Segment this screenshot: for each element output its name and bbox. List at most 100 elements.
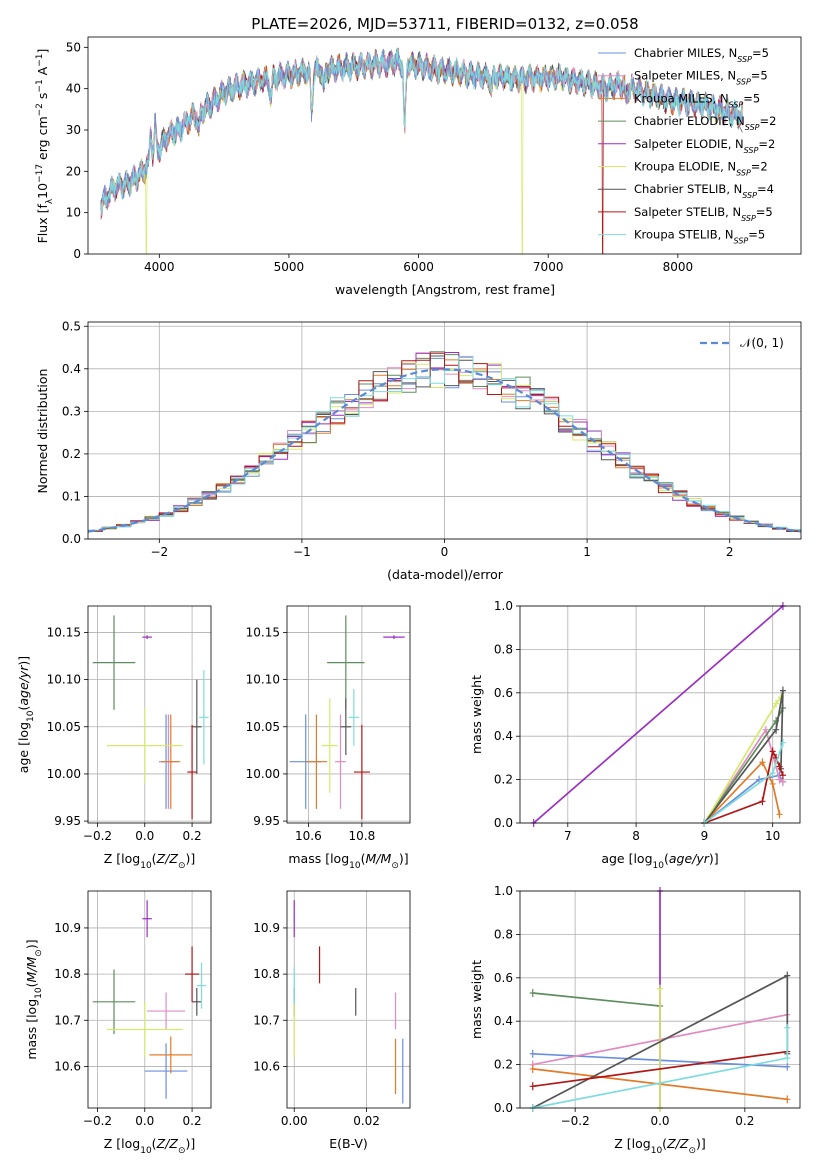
data-point xyxy=(759,797,766,806)
y-tick-label: 1.0 xyxy=(494,884,513,898)
x-tick-label: 0.0 xyxy=(135,829,154,843)
x-tick-label: −1 xyxy=(293,545,311,559)
label-part: )] xyxy=(16,656,31,666)
label-part: −2 xyxy=(35,103,45,116)
series-line xyxy=(533,605,784,824)
axes-frame xyxy=(519,605,801,824)
series-kroupa-stelib xyxy=(701,738,786,827)
legend-label-salpeter-elodie: Salpeter ELODIE, NSSP=2 xyxy=(634,137,775,155)
label-part: / xyxy=(24,966,39,973)
axes-frame xyxy=(286,605,411,824)
label-part: −17 xyxy=(35,164,45,183)
y-tick-label: 0.8 xyxy=(494,927,513,941)
x-axis-label: wavelength [Angstrom, rest frame] xyxy=(335,282,555,297)
legend-subscript: SSP xyxy=(742,191,757,200)
legend-count: =4 xyxy=(757,182,774,196)
x-tick-label: −0.2 xyxy=(83,829,112,843)
label-part: / xyxy=(16,676,31,683)
y-tick-label: 0.2 xyxy=(62,447,81,461)
y-tick-label: 0.8 xyxy=(494,642,513,656)
y-tick-label: 0.4 xyxy=(494,729,513,743)
errorbar-kroupa-stelib xyxy=(348,689,360,746)
label-part: Z xyxy=(168,1136,178,1151)
errorbar-kroupa-miles xyxy=(149,1036,193,1074)
label-part: 10 xyxy=(35,183,50,199)
legend-label-chabrier-stelib: Chabrier STELIB, NSSP=4 xyxy=(634,182,774,200)
data-point xyxy=(769,769,776,778)
errorbar-chabrier-stelib xyxy=(340,698,352,756)
errorbar-salpeter-elodie xyxy=(142,900,152,938)
label-part: Z xyxy=(666,1136,676,1151)
y-tick-label: 10.9 xyxy=(54,921,81,935)
axes-frame xyxy=(87,321,802,540)
y-tick-label: 10.10 xyxy=(47,673,81,687)
plot-area xyxy=(529,887,791,1112)
label-part: age xyxy=(669,851,693,866)
x-axis-label: Z [log10(Z/Z⊙)] xyxy=(104,851,196,871)
y-tick-label: 0.6 xyxy=(494,686,513,700)
legend-subscript: SSP xyxy=(745,123,760,132)
label-part: ( xyxy=(664,851,669,866)
grid xyxy=(520,605,800,824)
axes-frame xyxy=(519,890,801,1109)
x-tick-label: 4000 xyxy=(144,260,175,274)
y-tick-label: 0.2 xyxy=(494,1058,513,1072)
y-tick-label: 0 xyxy=(73,247,81,261)
label-part: Z xyxy=(679,1136,689,1151)
y-tick-label: 10.15 xyxy=(47,625,81,639)
data-point xyxy=(779,771,786,780)
data-point xyxy=(784,1023,791,1032)
legend-label-chabrier-miles: Chabrier MILES, NSSP=5 xyxy=(634,46,769,64)
errorbar-kroupa-miles xyxy=(305,714,328,809)
x-tick-label: 0 xyxy=(441,545,449,559)
label-part: Z xyxy=(168,851,178,866)
label-part: 10 xyxy=(651,1146,663,1156)
label-part: ⊙ xyxy=(391,861,399,871)
axes-frame xyxy=(286,890,411,1109)
label-part: 10 xyxy=(653,861,665,871)
ticks: −0.2 0.0 0.2 9.95 10.00 10.05 10.10 10.15 xyxy=(47,625,202,843)
label-part: Z [log xyxy=(104,1136,140,1151)
errorbar-salpeter-stelib xyxy=(184,946,200,1002)
legend-label-salpeter-miles: Salpeter MILES, NSSP=5 xyxy=(634,69,768,87)
y-tick-label: 10.8 xyxy=(253,967,280,981)
data-point xyxy=(759,758,766,767)
series-line xyxy=(532,1050,788,1088)
y-tick-label: 9.95 xyxy=(54,814,81,828)
y-tick-label: 30 xyxy=(66,123,81,137)
x-tick-label: 0.2 xyxy=(183,829,202,843)
y-axis-label: mass weight xyxy=(469,675,484,754)
series-line xyxy=(703,696,782,824)
x-axis-label: Z [log10(Z/Z⊙)] xyxy=(614,1136,706,1156)
legend-label-normal: 𝒩(0, 1) xyxy=(740,336,784,350)
label-part: yr xyxy=(695,851,709,866)
mass-vs-metallicity-panel: −0.2 0.0 0.210.610.710.810.9Z [log10(Z/Z⊙)… xyxy=(24,890,212,1156)
label-part: 10 xyxy=(34,987,44,999)
spectrum-legend: Chabrier MILES, NSSP=5 Salpeter MILES, NS… xyxy=(598,46,776,245)
legend-subscript: SSP xyxy=(741,213,756,222)
y-tick-label: 0.4 xyxy=(494,1014,513,1028)
axes-frame xyxy=(87,36,802,255)
ticks: 4000 5000 6000 7000 8000 0 10 20 30 40 50 xyxy=(66,40,693,274)
label-part: )] xyxy=(399,851,409,866)
x-tick-label: 9 xyxy=(701,829,709,843)
legend-subscript: SSP xyxy=(729,100,744,109)
data-point xyxy=(529,1082,536,1091)
x-tick-label: 10.8 xyxy=(349,829,376,843)
x-tick-label: 8000 xyxy=(663,260,694,274)
label-part: M xyxy=(24,972,39,983)
y-tick-label: 1.0 xyxy=(494,599,513,613)
label-part: mass [log xyxy=(24,999,39,1060)
x-tick-label: 2 xyxy=(726,545,734,559)
label-part: yr xyxy=(16,665,31,679)
label-part: / xyxy=(164,851,171,866)
label-part: ⊙ xyxy=(178,1146,186,1156)
y-tick-label: 10.00 xyxy=(47,767,81,781)
errorbar-kroupa-miles xyxy=(161,714,181,809)
legend-count: =2 xyxy=(751,160,768,174)
label-part: age [log xyxy=(16,722,31,773)
errorbar-chabrier-miles xyxy=(144,1043,188,1099)
y-tick-label: 0.4 xyxy=(62,362,81,376)
plot-area xyxy=(92,615,209,820)
